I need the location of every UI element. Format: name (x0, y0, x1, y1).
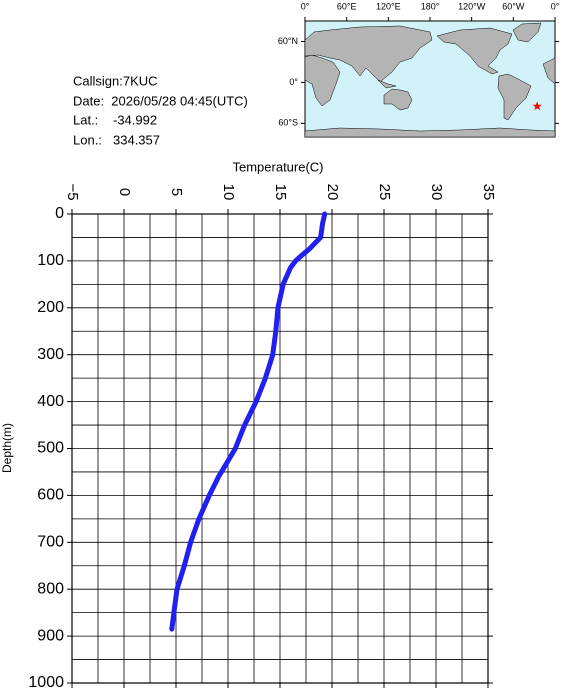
land (377, 79, 397, 89)
land (497, 73, 532, 121)
map-x-tick-label: 180° (421, 1, 440, 11)
land (512, 22, 542, 43)
location-star (532, 101, 542, 111)
y-tick-label: 100 (37, 252, 64, 269)
land (304, 25, 433, 83)
map-x-tick-label: 0° (301, 1, 310, 11)
y-tick-label: 500 (37, 440, 64, 457)
y-tick-label: 300 (37, 346, 64, 363)
x-tick-label: 30 (428, 184, 445, 201)
lat-label: Lat.: (73, 112, 98, 127)
lon-value: 334.357 (113, 132, 160, 147)
map-x-tick-label: 60°E (337, 1, 357, 11)
y-tick-label: 0 (55, 205, 64, 222)
y-tick-label: 800 (37, 580, 64, 597)
x-tick-label: 20 (324, 184, 341, 201)
y-tick-label: 600 (37, 487, 64, 504)
land (304, 54, 341, 107)
map-y-tick-label: 60°S (278, 118, 298, 128)
map-x-tick-label: 60°W (502, 1, 525, 11)
map-y-tick-label: 0° (289, 77, 298, 87)
y-tick-label: 700 (37, 534, 64, 551)
map-x-tick-label: 120°E (376, 1, 401, 11)
x-tick-label: 15 (272, 184, 289, 201)
land (542, 57, 556, 85)
date: Date: 2026/05/28 04:45(UTC) (73, 93, 248, 108)
y-tick-label: 200 (37, 299, 64, 316)
x-tick-label: 25 (376, 184, 393, 201)
x-tick-label: 35 (480, 184, 497, 201)
land (436, 27, 513, 75)
y-tick-label: 400 (37, 393, 64, 410)
x-axis-label: Temperature(C) (232, 159, 323, 174)
lon-label: Lon.: (73, 132, 102, 147)
y-axis-label: Depth(m) (0, 423, 14, 473)
lat-value: -34.992 (113, 112, 157, 127)
map-x-tick-label: 120°W (458, 1, 486, 11)
x-tick-label: −5 (64, 183, 81, 200)
land (304, 127, 556, 138)
x-tick-label: 0 (116, 188, 133, 196)
x-tick-label: 10 (220, 184, 237, 201)
y-tick-label: 1000 (28, 674, 64, 690)
map (304, 20, 556, 138)
map-x-tick-label: 0° (551, 1, 560, 11)
x-tick-label: 5 (168, 188, 185, 196)
map-y-tick-label: 60°N (278, 36, 298, 46)
callsign: Callsign:7KUC (73, 73, 158, 88)
temperature-profile (169, 211, 328, 632)
y-tick-label: 900 (37, 627, 64, 644)
land (383, 88, 413, 111)
